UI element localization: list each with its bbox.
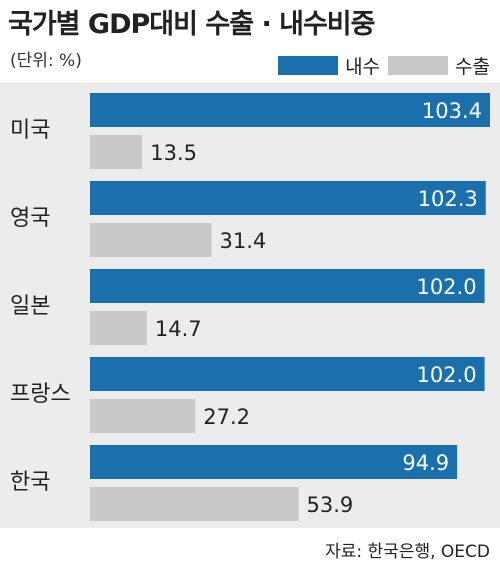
export-value-label: 27.2 xyxy=(203,405,250,429)
export-value-label: 13.5 xyxy=(150,141,197,165)
export-bar xyxy=(90,311,147,345)
export-value-label: 31.4 xyxy=(219,229,266,253)
category-label: 미국 xyxy=(10,118,50,143)
legend-label-export: 수출 xyxy=(455,56,490,78)
domestic-value-label: 102.0 xyxy=(416,363,476,387)
category-label: 영국 xyxy=(10,206,50,231)
legend: 내수 수출 xyxy=(278,52,490,79)
legend-item-export: 수출 xyxy=(388,52,490,79)
domestic-value-label: 102.0 xyxy=(416,275,476,299)
domestic-bar xyxy=(90,181,486,215)
chart-title: 국가별 GDP대비 수출 · 내수비중 xyxy=(8,9,375,40)
source-note: 자료: 한국은행, OECD xyxy=(325,542,490,562)
export-bar xyxy=(90,223,212,257)
domestic-bar xyxy=(90,445,458,479)
domestic-value-label: 102.3 xyxy=(418,187,478,211)
domestic-bar xyxy=(90,357,485,391)
category-label: 한국 xyxy=(10,470,50,495)
domestic-bar xyxy=(90,269,485,303)
category-label: 일본 xyxy=(10,294,50,319)
domestic-value-label: 94.9 xyxy=(402,451,449,475)
plot-area: 미국 103.4 13.5 영국 102.3 31.4 일본 102.0 14.7 프랑스 102.… xyxy=(0,83,500,528)
legend-swatch-domestic xyxy=(278,56,339,75)
export-bar xyxy=(90,135,143,169)
legend-swatch-export xyxy=(388,56,449,75)
export-value-label: 53.9 xyxy=(307,493,354,517)
legend-item-domestic: 내수 xyxy=(278,52,380,79)
export-bar xyxy=(90,399,196,433)
unit-label: (단위: %) xyxy=(10,51,82,71)
category-label: 프랑스 xyxy=(10,382,71,407)
export-bar xyxy=(90,487,299,521)
legend-label-domestic: 내수 xyxy=(345,56,381,78)
domestic-bar xyxy=(90,93,490,127)
export-value-label: 14.7 xyxy=(155,317,202,341)
domestic-value-label: 103.4 xyxy=(422,99,482,123)
bar-chart: 미국 103.4 13.5 영국 102.3 31.4 일본 102.0 14.7 프랑스 102.… xyxy=(10,93,490,521)
